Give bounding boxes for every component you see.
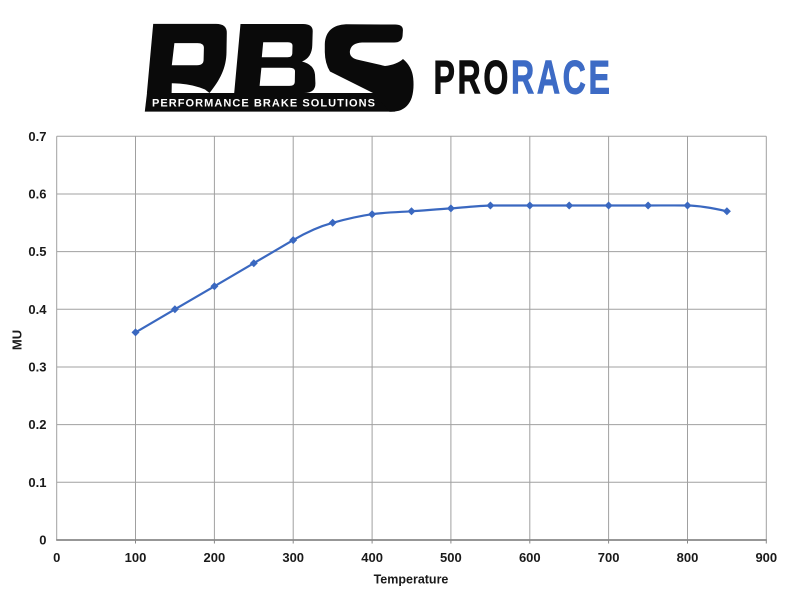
svg-text:0.5: 0.5 bbox=[28, 244, 46, 259]
svg-text:0: 0 bbox=[39, 533, 46, 548]
svg-text:800: 800 bbox=[677, 550, 699, 565]
svg-text:Temperature: Temperature bbox=[374, 572, 449, 586]
svg-text:300: 300 bbox=[282, 550, 304, 565]
svg-text:200: 200 bbox=[204, 550, 226, 565]
svg-text:PERFORMANCE BRAKE SOLUTIONS: PERFORMANCE BRAKE SOLUTIONS bbox=[152, 98, 376, 110]
svg-text:0.6: 0.6 bbox=[28, 187, 46, 202]
svg-text:0.3: 0.3 bbox=[28, 360, 46, 375]
svg-text:0.4: 0.4 bbox=[28, 302, 47, 317]
svg-text:PRORACE: PRORACE bbox=[434, 50, 613, 104]
svg-text:100: 100 bbox=[125, 550, 147, 565]
svg-text:900: 900 bbox=[755, 550, 777, 565]
svg-text:0.1: 0.1 bbox=[28, 475, 46, 490]
svg-text:600: 600 bbox=[519, 550, 541, 565]
svg-text:700: 700 bbox=[598, 550, 620, 565]
svg-text:0: 0 bbox=[53, 550, 60, 565]
svg-text:400: 400 bbox=[361, 550, 383, 565]
svg-text:MU: MU bbox=[10, 330, 25, 350]
svg-text:500: 500 bbox=[440, 550, 462, 565]
svg-text:0.2: 0.2 bbox=[28, 417, 46, 432]
svg-text:0.7: 0.7 bbox=[28, 129, 46, 144]
